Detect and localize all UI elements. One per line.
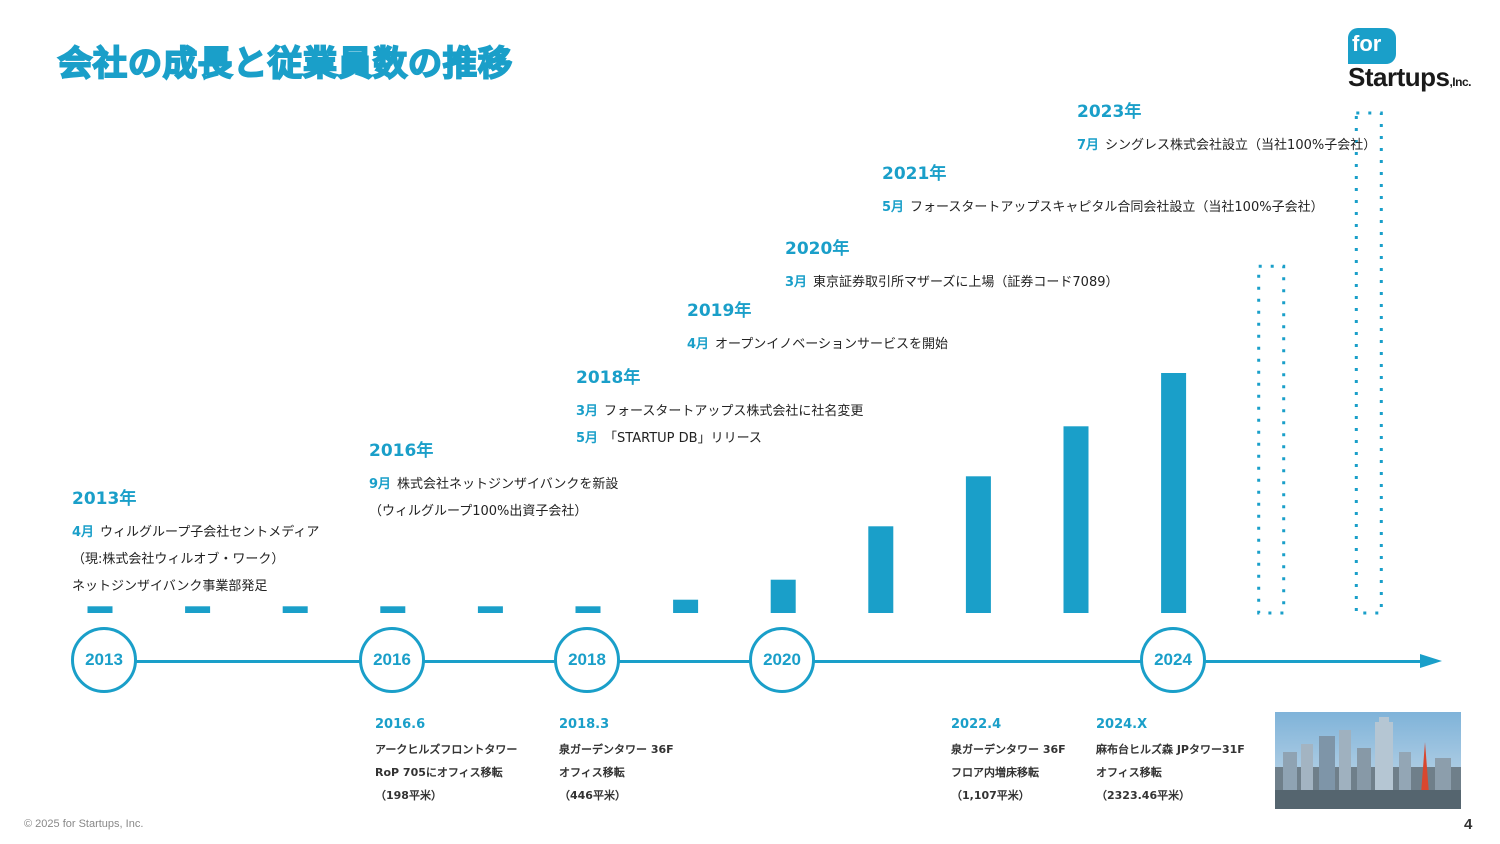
office-2016: 2016.6 アークヒルズフロントタワー RoP 705にオフィス移転 （198… — [375, 717, 517, 807]
event-line: 3月 フォースタートアップス株式会社に社名変更 — [576, 398, 863, 425]
event-year: 2016年 — [369, 441, 434, 461]
event-2013: 2013年 4月 ウィルグループ子会社セントメディア （現:株式会社ウィルオブ・ワ… — [72, 484, 319, 600]
event-2023: 2023年 7月 シングレス株式会社設立（当社100%子会社） — [1077, 97, 1376, 159]
office-2024: 2024.X 麻布台ヒルズ森 JPタワー31F オフィス移転 （2323.46平… — [1096, 717, 1245, 807]
timeline-year-2018: 2018 — [554, 627, 620, 693]
event-text: フォースタートアップス株式会社に社名変更 — [604, 404, 864, 419]
event-line: （ウィルグループ100%出資子会社） — [369, 498, 618, 525]
event-month: 7月 — [1077, 138, 1100, 153]
event-text: シングレス株式会社設立（当社100%子会社） — [1105, 138, 1377, 153]
logo-inc-word: ,Inc. — [1449, 75, 1471, 89]
event-line: 5月 「STARTUP DB」リリース — [576, 425, 863, 452]
page-title: 会社の成長と従業員数の推移 — [57, 43, 513, 85]
page-number: 4 — [1464, 816, 1473, 833]
bar-2021 — [868, 526, 894, 613]
event-month: 4月 — [72, 525, 95, 540]
event-line: 4月 オープンイノベーションサービスを開始 — [687, 331, 948, 358]
office-line: （198平米） — [375, 789, 442, 802]
bar-2019 — [673, 599, 699, 613]
bar-2015 — [282, 606, 308, 613]
office-line: （2323.46平米） — [1096, 789, 1191, 802]
office-building-photo — [1275, 712, 1461, 809]
bar-2024 — [1161, 373, 1187, 613]
event-year: 2018年 — [576, 368, 641, 388]
timeline-year-2020: 2020 — [749, 627, 815, 693]
timeline-arrow-icon — [1420, 654, 1442, 668]
event-month: 3月 — [785, 275, 808, 290]
event-month: 5月 — [576, 431, 599, 446]
timeline-year-2016: 2016 — [359, 627, 425, 693]
event-text: 「STARTUP DB」リリース — [604, 431, 762, 446]
event-line: 7月 シングレス株式会社設立（当社100%子会社） — [1077, 132, 1376, 159]
event-year: 2013年 — [72, 489, 137, 509]
event-2020: 2020年 3月 東京証券取引所マザーズに上場（証券コード7089） — [785, 234, 1118, 296]
bar-2025 — [1257, 264, 1286, 615]
logo-startups-text: Startups,Inc. — [1348, 62, 1471, 93]
event-line: ネットジンザイバンク事業部発足 — [72, 573, 319, 600]
event-2016: 2016年 9月 株式会社ネットジンザイバンクを新設 （ウィルグループ100%出資… — [369, 436, 618, 525]
office-line: オフィス移転 — [559, 766, 625, 779]
event-month: 5月 — [882, 200, 905, 215]
bar-2016 — [380, 606, 406, 613]
office-line: オフィス移転 — [1096, 766, 1162, 779]
event-text: ネットジンザイバンク事業部発足 — [72, 579, 268, 594]
logo-startups-word: Startups — [1348, 62, 1450, 92]
office-date: 2022.4 — [951, 717, 1002, 732]
event-month: 9月 — [369, 477, 392, 492]
event-2021: 2021年 5月 フォースタートアップスキャピタル合同会社設立（当社100%子会社… — [882, 159, 1324, 221]
office-line: 麻布台ヒルズ森 JPタワー31F — [1096, 743, 1245, 756]
bar-2014 — [185, 606, 211, 613]
office-2018: 2018.3 泉ガーデンタワー 36F オフィス移転 （446平米） — [559, 717, 674, 807]
event-month: 3月 — [576, 404, 599, 419]
office-line: フロア内増床移転 — [951, 766, 1039, 779]
event-2019: 2019年 4月 オープンイノベーションサービスを開始 — [687, 296, 948, 358]
bar-2018 — [575, 606, 601, 613]
office-line: アークヒルズフロントタワー — [375, 743, 518, 756]
logo-for-text: for — [1352, 31, 1382, 56]
bar-2022 — [965, 476, 991, 613]
timeline-year-2013: 2013 — [71, 627, 137, 693]
office-line: 泉ガーデンタワー 36F — [559, 743, 674, 756]
event-line: （現:株式会社ウィルオブ・ワーク） — [72, 546, 319, 573]
event-2018: 2018年 3月 フォースタートアップス株式会社に社名変更 5月 「STARTUP … — [576, 363, 863, 452]
event-month: 4月 — [687, 337, 710, 352]
office-2022: 2022.4 泉ガーデンタワー 36F フロア内増床移転 （1,107平米） — [951, 717, 1066, 807]
event-text: （ウィルグループ100%出資子会社） — [369, 504, 588, 519]
office-line: 泉ガーデンタワー 36F — [951, 743, 1066, 756]
timeline-year-2024: 2024 — [1140, 627, 1206, 693]
event-year: 2020年 — [785, 239, 850, 259]
skyline-illustration — [1275, 712, 1461, 809]
event-text: 東京証券取引所マザーズに上場（証券コード7089） — [813, 275, 1119, 290]
company-logo: for Startups,Inc. — [1348, 28, 1478, 92]
event-line: 5月 フォースタートアップスキャピタル合同会社設立（当社100%子会社） — [882, 194, 1324, 221]
event-text: （現:株式会社ウィルオブ・ワーク） — [72, 552, 285, 567]
event-text: オープンイノベーションサービスを開始 — [715, 337, 949, 352]
bar-2020 — [770, 579, 796, 613]
event-line: 4月 ウィルグループ子会社セントメディア — [72, 519, 319, 546]
office-line: RoP 705にオフィス移転 — [375, 766, 503, 779]
bar-2013 — [87, 606, 113, 613]
office-date: 2024.X — [1096, 717, 1148, 732]
office-line: （446平米） — [559, 789, 626, 802]
event-year: 2019年 — [687, 301, 752, 321]
event-text: ウィルグループ子会社セントメディア — [100, 525, 320, 540]
office-date: 2018.3 — [559, 717, 610, 732]
bar-2023 — [1063, 426, 1089, 613]
event-text: フォースタートアップスキャピタル合同会社設立（当社100%子会社） — [910, 200, 1324, 215]
event-year: 2023年 — [1077, 102, 1142, 122]
office-line: （1,107平米） — [951, 789, 1030, 802]
event-line: 9月 株式会社ネットジンザイバンクを新設 — [369, 471, 618, 498]
office-date: 2016.6 — [375, 717, 426, 732]
event-text: 株式会社ネットジンザイバンクを新設 — [397, 477, 619, 492]
bar-2017 — [477, 606, 503, 613]
event-line: 3月 東京証券取引所マザーズに上場（証券コード7089） — [785, 269, 1118, 296]
bar-2026 — [1354, 111, 1383, 615]
event-year: 2021年 — [882, 164, 947, 184]
copyright: © 2025 for Startups, Inc. — [24, 818, 144, 830]
logo-badge: for — [1348, 28, 1396, 64]
